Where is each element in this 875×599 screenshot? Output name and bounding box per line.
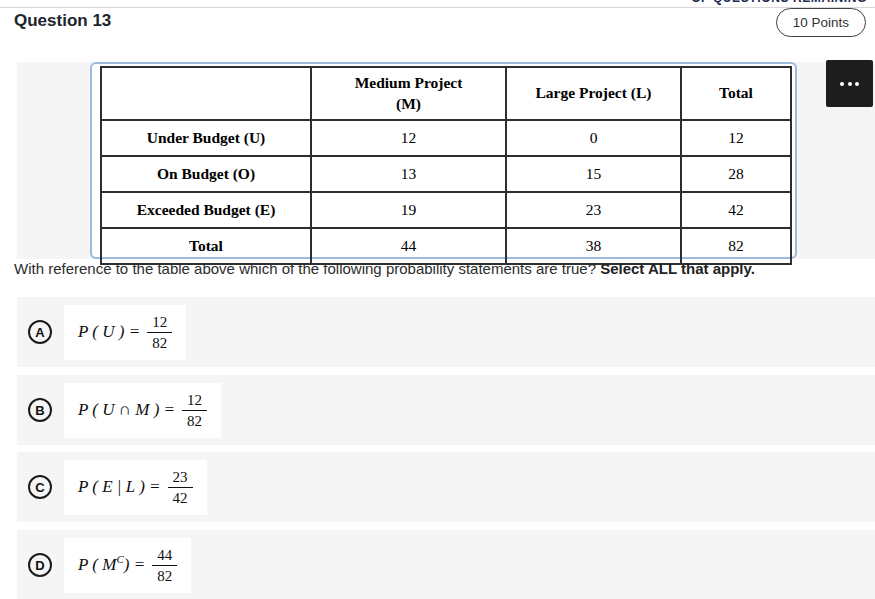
row-label-cell: Under Budget (U) [101, 120, 311, 156]
option-row-d[interactable]: D P ( MC ) = 44 82 [17, 530, 875, 599]
equation-text: P ( E | L ) = [78, 477, 161, 497]
table-row: Exceeded Budget (E) 19 23 42 [101, 192, 791, 228]
option-letter-badge[interactable]: A [28, 320, 52, 344]
data-cell: 12 [311, 120, 506, 156]
option-equation: P ( MC ) = 44 82 [64, 538, 191, 593]
fraction-denominator: 42 [168, 488, 193, 507]
table-row: On Budget (O) 13 15 28 [101, 156, 791, 192]
question-text: With reference to the table above which … [14, 260, 600, 277]
equation-fraction: 44 82 [152, 546, 177, 585]
table-row: Total 44 38 82 [101, 228, 791, 264]
option-letter-badge[interactable]: B [28, 398, 52, 422]
option-equation: P ( U ∩ M ) = 12 82 [64, 383, 221, 438]
equation-fraction: 12 82 [182, 391, 207, 430]
data-cell: 28 [681, 156, 791, 192]
fraction-denominator: 82 [147, 333, 172, 352]
data-cell: 44 [311, 228, 506, 264]
option-equation: P ( E | L ) = 23 42 [64, 460, 207, 515]
row-label-cell: On Budget (O) [101, 156, 311, 192]
equation-text: P ( M [78, 555, 116, 575]
equation-superscript: C [116, 553, 123, 565]
data-cell: 19 [311, 192, 506, 228]
fraction-numerator: 12 [182, 391, 207, 411]
budget-table: Medium Project (M) Large Project (L) Tot… [100, 66, 792, 265]
question-text-bold: Select ALL that apply. [600, 260, 755, 277]
table-column-header: Medium Project (M) [311, 67, 506, 120]
header-divider [0, 7, 875, 8]
equation-text: P ( U ) = [78, 322, 140, 342]
table-row: Under Budget (U) 12 0 12 [101, 120, 791, 156]
option-letter-badge[interactable]: D [28, 553, 52, 577]
data-cell: 42 [681, 192, 791, 228]
budget-table-image: Medium Project (M) Large Project (L) Tot… [90, 62, 797, 259]
equation-fraction: 23 42 [168, 468, 193, 507]
data-cell: 82 [681, 228, 791, 264]
fraction-numerator: 12 [147, 313, 172, 333]
data-cell: 0 [506, 120, 681, 156]
ellipsis-icon [840, 82, 859, 86]
data-cell: 38 [506, 228, 681, 264]
option-row-a[interactable]: A P ( U ) = 12 82 [17, 297, 875, 367]
table-column-header: Large Project (L) [506, 67, 681, 120]
data-cell: 15 [506, 156, 681, 192]
option-letter-badge[interactable]: C [28, 475, 52, 499]
equation-fraction: 12 82 [147, 313, 172, 352]
table-corner-cell [101, 67, 311, 120]
row-label-cell: Total [101, 228, 311, 264]
fraction-denominator: 82 [182, 411, 207, 430]
fraction-numerator: 23 [168, 468, 193, 488]
question-content-panel: Medium Project (M) Large Project (L) Tot… [17, 62, 875, 259]
table-header-row: Medium Project (M) Large Project (L) Tot… [101, 67, 791, 120]
data-cell: 12 [681, 120, 791, 156]
option-row-b[interactable]: B P ( U ∩ M ) = 12 82 [17, 375, 875, 445]
data-cell: 23 [506, 192, 681, 228]
more-options-button[interactable] [826, 60, 873, 107]
question-title: Question 13 [14, 11, 111, 31]
data-cell: 13 [311, 156, 506, 192]
points-badge: 10 Points [776, 8, 866, 37]
equation-text: ) = [124, 555, 145, 575]
option-row-c[interactable]: C P ( E | L ) = 23 42 [17, 452, 875, 522]
option-equation: P ( U ) = 12 82 [64, 305, 186, 360]
fraction-numerator: 44 [152, 546, 177, 566]
table-column-header: Total [681, 67, 791, 120]
equation-text: P ( U ∩ M ) = [78, 400, 175, 420]
fraction-denominator: 82 [152, 566, 177, 585]
row-label-cell: Exceeded Budget (E) [101, 192, 311, 228]
question-prompt: With reference to the table above which … [14, 260, 755, 277]
questions-remaining-label: OF QUESTIONS REMAINING [691, 0, 867, 5]
